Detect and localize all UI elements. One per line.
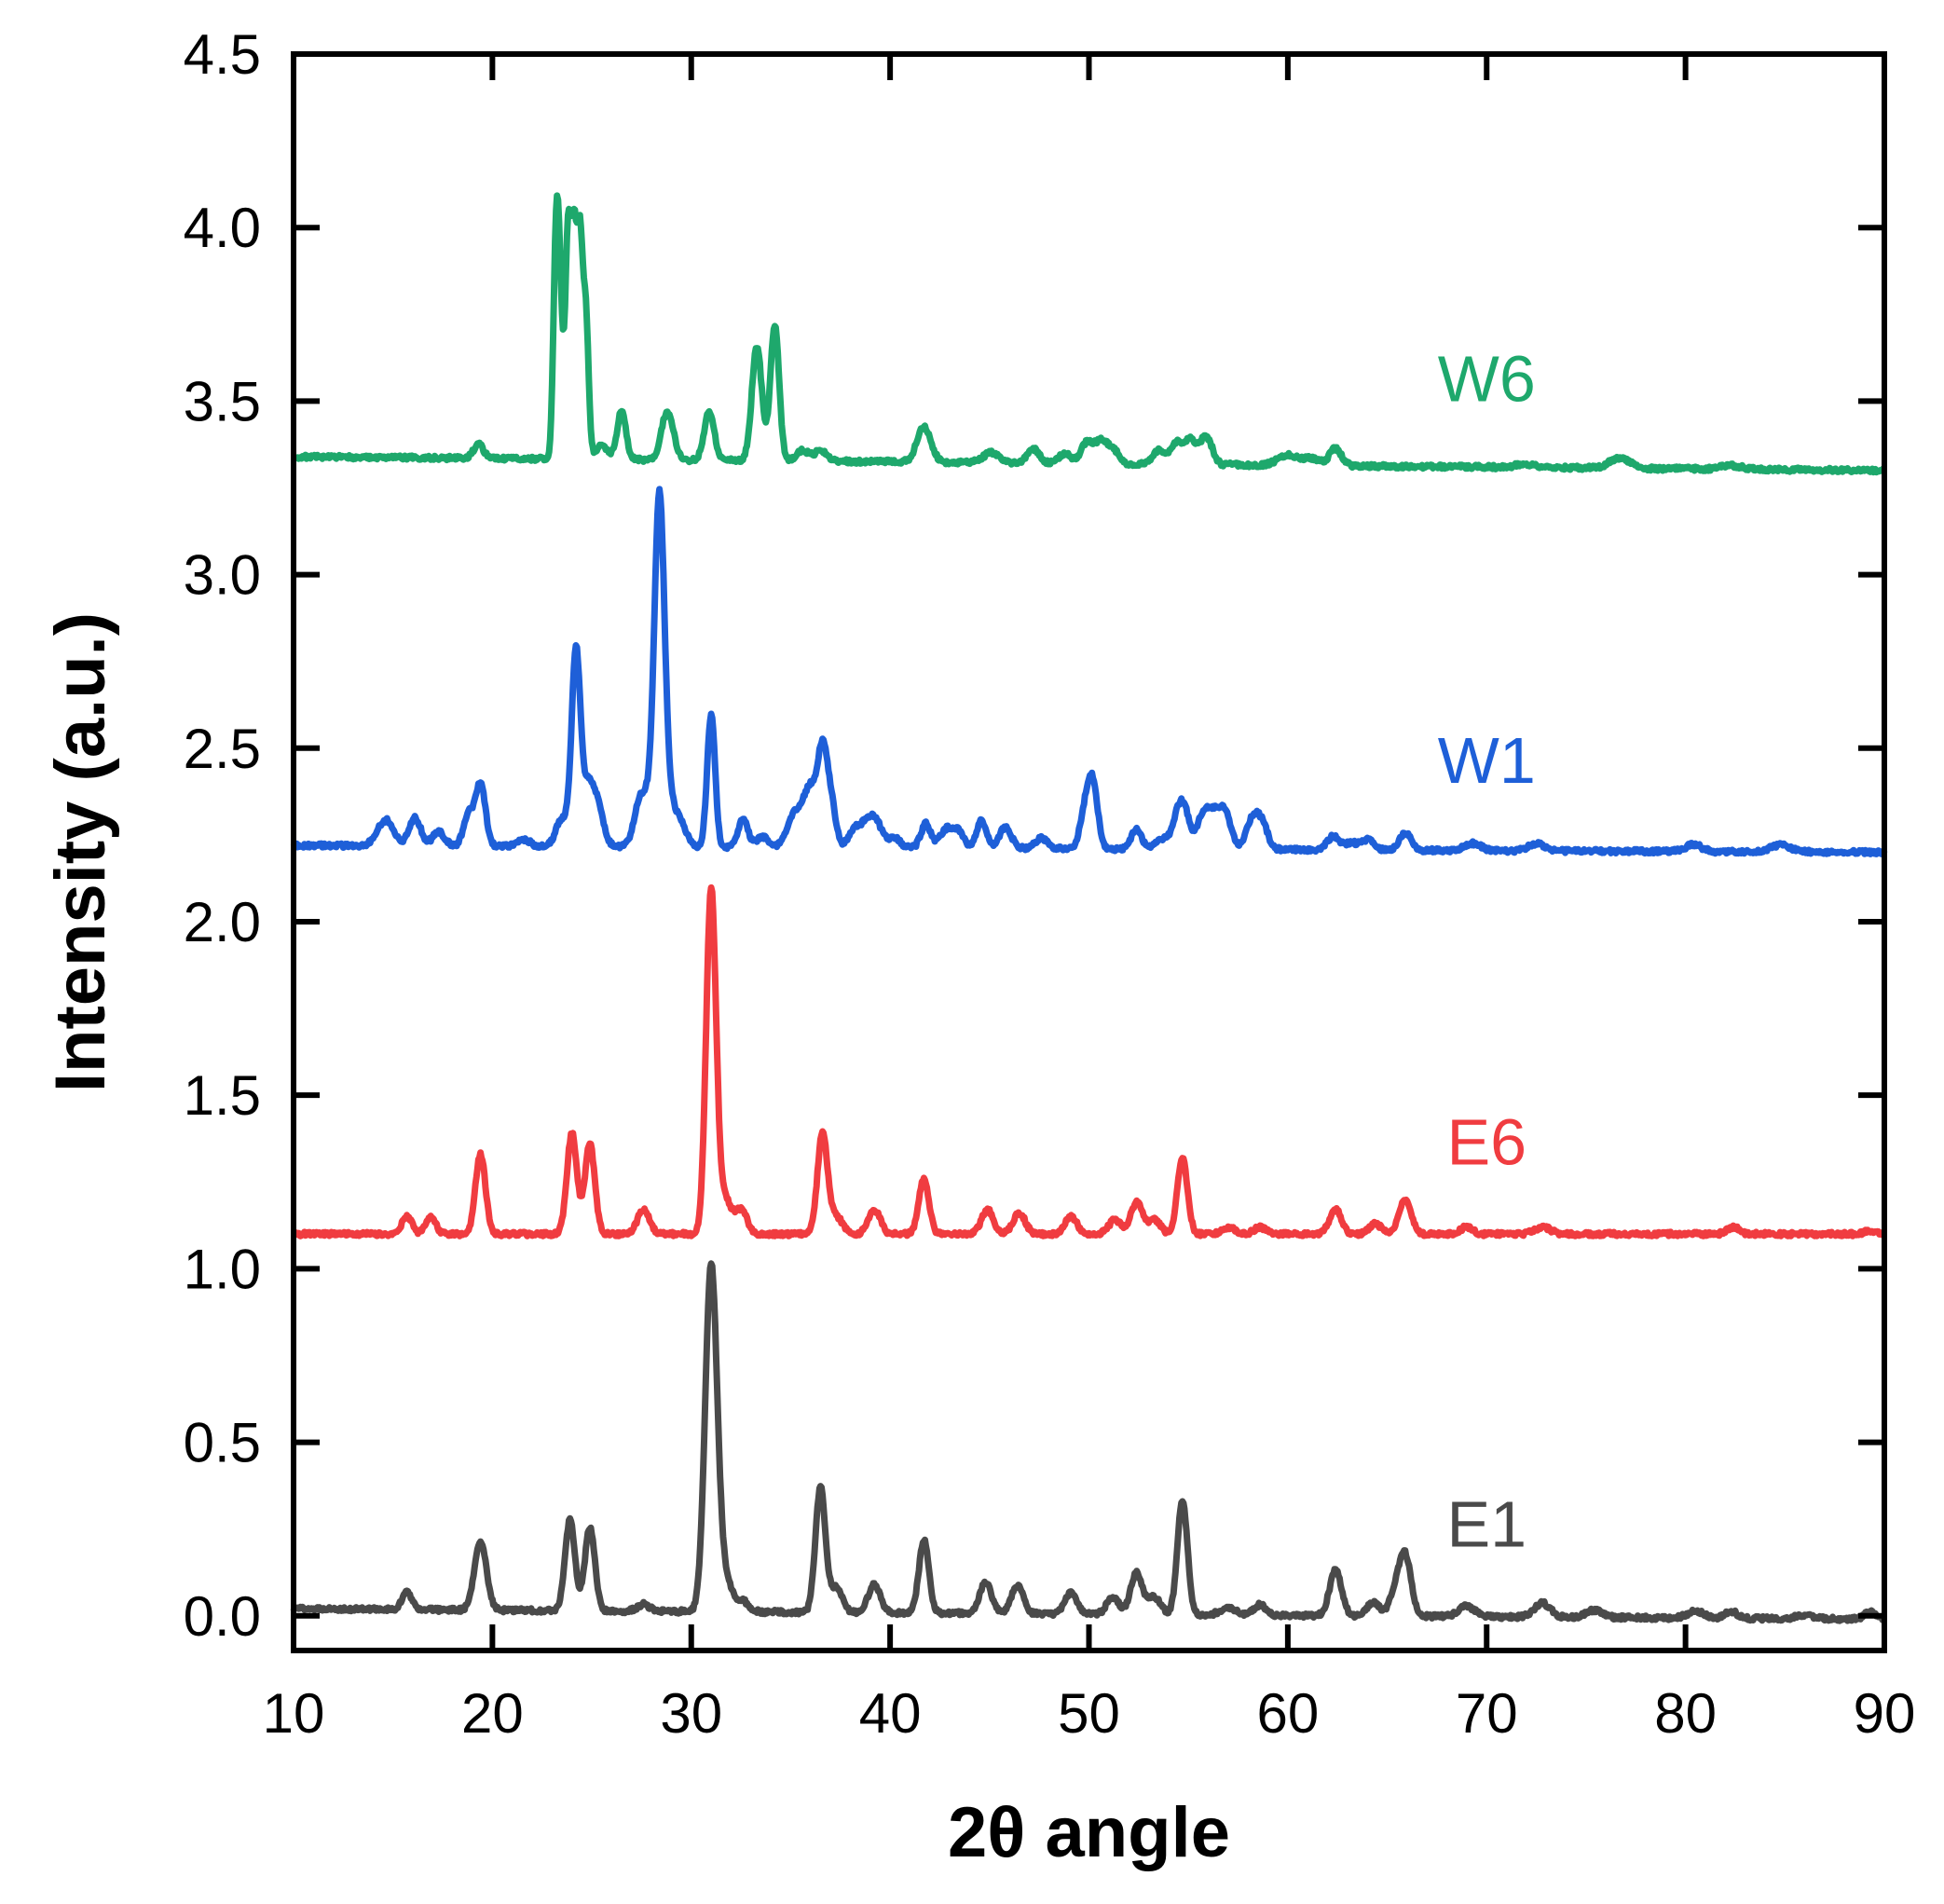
x-tick-label: 60 <box>1257 1682 1320 1745</box>
axis-ticks: 10 20 30 40 50 60 70 80 90 0.0 0.5 1.0 1.5 2.0 2.5 3.0 3… <box>184 23 1916 1745</box>
series-line-w1 <box>290 486 1888 857</box>
y-tick-label: 4.0 <box>184 197 261 259</box>
y-tick-label: 0.5 <box>184 1412 261 1474</box>
series-line-e6 <box>291 884 1887 1240</box>
x-tick-label: 90 <box>1854 1682 1916 1745</box>
y-tick-label: 3.5 <box>184 370 261 432</box>
y-tick-label: 0.0 <box>184 1585 261 1648</box>
y-tick-label: 1.0 <box>184 1238 261 1300</box>
series-labels: E1 E6 W1 W6 <box>1438 342 1536 1560</box>
series-label-e1: E1 <box>1446 1487 1526 1560</box>
series-line-e1 <box>290 1260 1888 1624</box>
series-label-e6: E6 <box>1446 1106 1526 1179</box>
y-tick-label: 4.5 <box>184 23 261 86</box>
x-tick-label: 40 <box>859 1682 922 1745</box>
series-label-w1: W1 <box>1438 724 1536 797</box>
series-layer <box>290 192 1888 1624</box>
series-line-w6 <box>291 192 1887 476</box>
y-tick-label: 2.5 <box>184 718 261 780</box>
series-label-w6: W6 <box>1438 342 1536 415</box>
y-tick-label: 2.0 <box>184 891 261 953</box>
x-tick-label: 20 <box>461 1682 524 1745</box>
x-tick-label: 70 <box>1456 1682 1518 1745</box>
x-tick-label: 30 <box>660 1682 722 1745</box>
y-tick-label: 3.0 <box>184 544 261 607</box>
x-tick-label: 50 <box>1058 1682 1120 1745</box>
y-axis-title: Intensity (a.u.) <box>41 612 120 1092</box>
y-tick-label: 1.5 <box>184 1064 261 1127</box>
x-tick-label: 10 <box>263 1682 325 1745</box>
x-tick-label: 80 <box>1654 1682 1717 1745</box>
x-axis-title: 2θ angle <box>948 1793 1230 1872</box>
